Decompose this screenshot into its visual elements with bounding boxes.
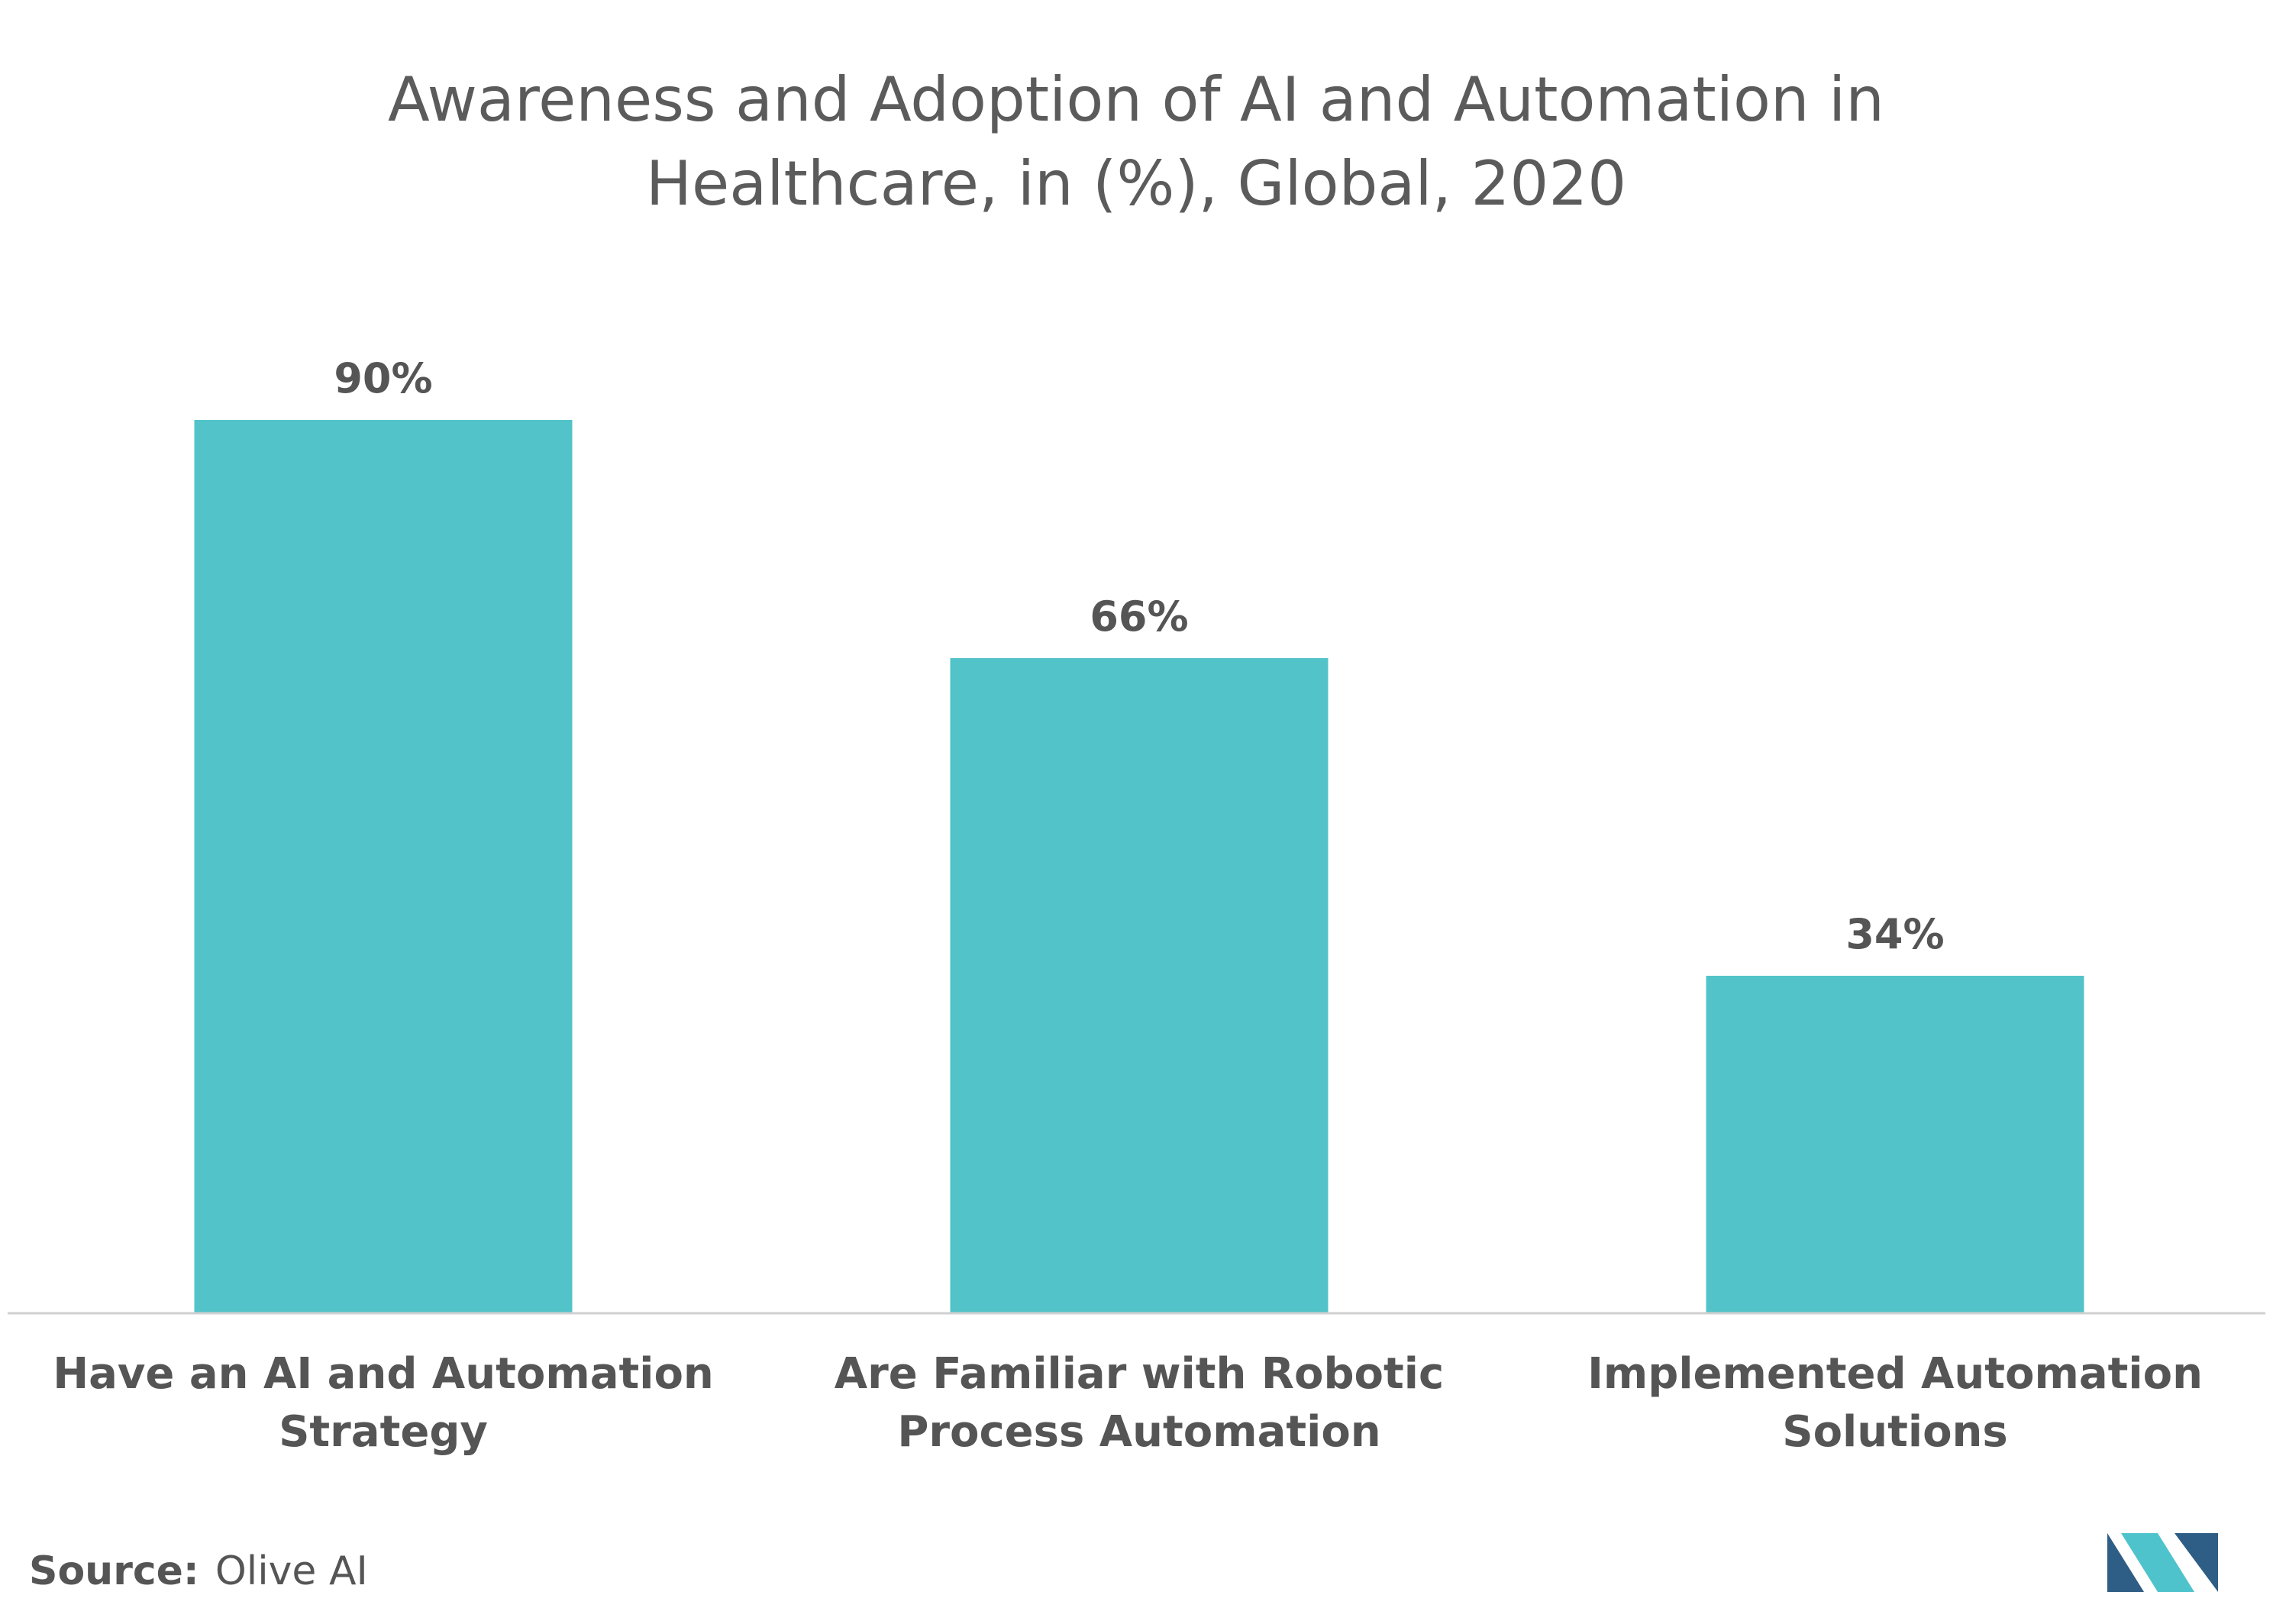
value-labels-group: 90% 66% 34% bbox=[334, 354, 1944, 958]
category-labels-group: Have an AI and Automation Strategy Are Fam… bbox=[53, 1349, 2203, 1457]
bar-1 bbox=[194, 420, 573, 1313]
chart-title-line-1: Awareness and Adoption of AI and Automat… bbox=[388, 64, 1884, 135]
source-value: Olive AI bbox=[215, 1548, 368, 1594]
logo-right-shape bbox=[2175, 1533, 2218, 1592]
source-note: Source: Olive AI bbox=[29, 1548, 368, 1594]
category-label-3-line-1: Implemented Automation bbox=[1587, 1349, 2203, 1399]
bar-3 bbox=[1706, 976, 2084, 1313]
bar-2 bbox=[950, 658, 1329, 1313]
mordor-intelligence-logo bbox=[2107, 1533, 2218, 1592]
logo-left-shape bbox=[2107, 1533, 2144, 1592]
svg-text:Source: Olive AI: Source: Olive AI bbox=[29, 1548, 368, 1594]
chart-title: Awareness and Adoption of AI and Automat… bbox=[388, 64, 1884, 219]
category-label-1-line-2: Strategy bbox=[279, 1407, 488, 1457]
value-label-1: 90% bbox=[334, 354, 432, 402]
bars-group bbox=[194, 420, 2084, 1313]
value-label-2: 66% bbox=[1090, 592, 1188, 641]
source-key: Source: bbox=[29, 1548, 199, 1594]
category-label-2-line-1: Are Familiar with Robotic bbox=[835, 1349, 1444, 1399]
chart-title-line-2: Healthcare, in (%), Global, 2020 bbox=[646, 148, 1626, 219]
value-label-3: 34% bbox=[1845, 910, 1944, 958]
category-label-3-line-2: Solutions bbox=[1782, 1407, 2008, 1457]
category-label-1-line-1: Have an AI and Automation bbox=[53, 1349, 714, 1399]
logo-middle-shape bbox=[2121, 1533, 2194, 1592]
category-label-2-line-2: Process Automation bbox=[897, 1407, 1380, 1457]
